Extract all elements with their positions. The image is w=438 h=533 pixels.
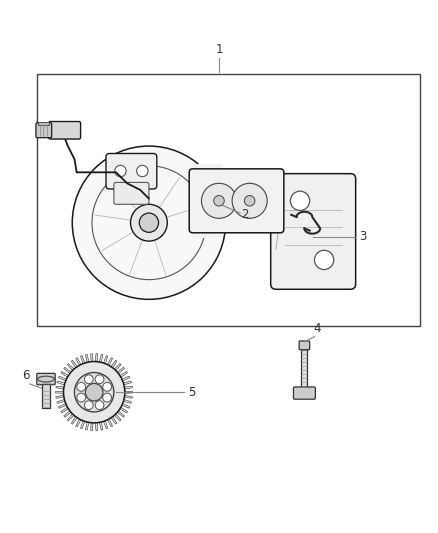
Polygon shape: [124, 386, 132, 389]
Text: 6: 6: [22, 369, 30, 382]
Polygon shape: [76, 419, 81, 427]
Bar: [301, 349, 307, 388]
Circle shape: [64, 361, 125, 423]
Circle shape: [103, 383, 112, 391]
Polygon shape: [124, 381, 131, 385]
Polygon shape: [103, 421, 108, 429]
Polygon shape: [64, 367, 71, 374]
Polygon shape: [56, 395, 64, 398]
Circle shape: [201, 183, 237, 219]
Polygon shape: [91, 354, 93, 362]
Text: 2: 2: [240, 208, 248, 221]
Ellipse shape: [38, 376, 54, 382]
Circle shape: [85, 375, 93, 384]
Polygon shape: [124, 399, 131, 403]
Text: 5: 5: [188, 386, 196, 399]
Circle shape: [95, 401, 104, 409]
FancyBboxPatch shape: [299, 341, 310, 350]
Polygon shape: [91, 423, 93, 431]
Polygon shape: [61, 372, 68, 377]
Polygon shape: [85, 422, 89, 430]
Polygon shape: [107, 419, 113, 427]
Bar: [37, 74, 420, 326]
Polygon shape: [67, 414, 74, 421]
Polygon shape: [117, 367, 124, 374]
FancyBboxPatch shape: [36, 123, 52, 138]
Circle shape: [290, 191, 310, 211]
FancyBboxPatch shape: [189, 169, 284, 233]
Polygon shape: [59, 403, 67, 408]
Polygon shape: [122, 376, 130, 381]
Circle shape: [214, 196, 224, 206]
Polygon shape: [103, 356, 108, 364]
Polygon shape: [71, 417, 78, 424]
Polygon shape: [67, 364, 74, 370]
Circle shape: [115, 165, 126, 177]
FancyBboxPatch shape: [114, 182, 149, 204]
Polygon shape: [99, 354, 103, 362]
FancyBboxPatch shape: [37, 374, 55, 385]
Polygon shape: [114, 414, 121, 421]
Polygon shape: [71, 360, 78, 368]
Circle shape: [85, 383, 103, 401]
Polygon shape: [81, 421, 85, 429]
Polygon shape: [95, 423, 98, 431]
Text: 3: 3: [359, 230, 367, 243]
Circle shape: [139, 213, 159, 232]
Polygon shape: [85, 354, 89, 362]
Circle shape: [103, 393, 112, 402]
Bar: [42, 384, 50, 408]
Circle shape: [95, 375, 104, 384]
Polygon shape: [57, 381, 65, 385]
Circle shape: [77, 393, 85, 402]
Circle shape: [74, 373, 114, 412]
Polygon shape: [76, 358, 81, 366]
Circle shape: [131, 204, 167, 241]
Polygon shape: [57, 399, 65, 403]
Polygon shape: [120, 372, 127, 377]
Circle shape: [314, 251, 334, 270]
Polygon shape: [122, 403, 130, 408]
Ellipse shape: [295, 390, 314, 397]
Polygon shape: [111, 417, 117, 424]
Polygon shape: [99, 422, 103, 430]
FancyBboxPatch shape: [293, 387, 315, 399]
Polygon shape: [124, 395, 132, 398]
FancyBboxPatch shape: [271, 174, 356, 289]
Polygon shape: [59, 376, 67, 381]
Circle shape: [85, 401, 93, 409]
Polygon shape: [56, 391, 64, 393]
Bar: [193, 164, 223, 238]
Polygon shape: [111, 360, 117, 368]
Circle shape: [244, 196, 255, 206]
Polygon shape: [114, 364, 121, 370]
Circle shape: [72, 146, 226, 300]
Circle shape: [137, 165, 148, 177]
Circle shape: [232, 183, 267, 219]
Polygon shape: [117, 411, 124, 417]
Polygon shape: [120, 407, 127, 413]
FancyBboxPatch shape: [49, 122, 81, 139]
Text: 1: 1: [215, 43, 223, 56]
Circle shape: [77, 383, 85, 391]
Text: 4: 4: [313, 322, 321, 335]
Polygon shape: [56, 386, 64, 389]
Polygon shape: [64, 411, 71, 417]
Bar: [38, 122, 49, 125]
Polygon shape: [107, 358, 113, 366]
Polygon shape: [95, 354, 98, 362]
Polygon shape: [61, 407, 68, 413]
Polygon shape: [81, 356, 85, 364]
Polygon shape: [125, 391, 133, 393]
FancyBboxPatch shape: [106, 154, 157, 189]
